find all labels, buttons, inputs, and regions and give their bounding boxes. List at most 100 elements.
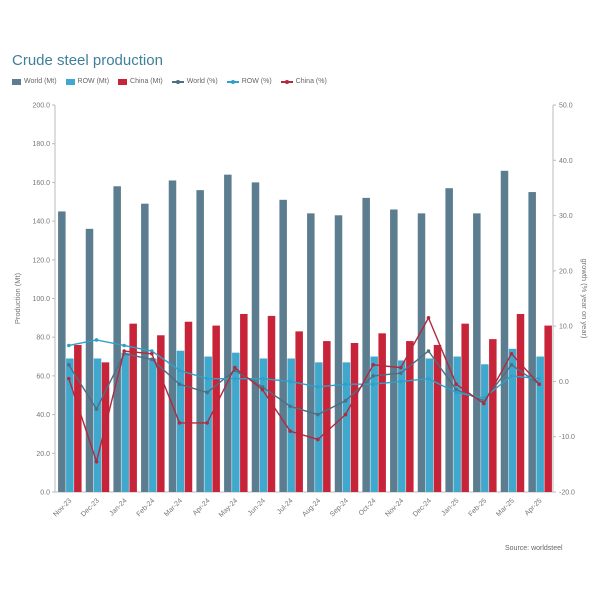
- point-china: [343, 412, 348, 417]
- point-world: [454, 387, 458, 392]
- bar-china-mt: [489, 339, 497, 492]
- bar-world-mt: [279, 199, 287, 492]
- point-row: [94, 338, 99, 342]
- source-note: Source: worldsteel: [505, 545, 563, 552]
- point-row: [426, 376, 431, 381]
- x-tick-label: Oct-24: [358, 497, 378, 517]
- bar-world-mt: [417, 213, 426, 493]
- bar-row-mt: [315, 362, 323, 492]
- point-row: [122, 343, 126, 348]
- point-row: [399, 379, 403, 384]
- point-world: [316, 412, 320, 417]
- bar-china-mt: [240, 313, 248, 492]
- bar-china-mt: [406, 341, 414, 492]
- legend-item: World (%): [171, 78, 218, 85]
- legend-label: China (%): [295, 78, 327, 85]
- legend-swatch: [280, 79, 293, 84]
- x-tick-label: Nov-23: [52, 497, 73, 518]
- y-tick-label: 140.0: [32, 219, 50, 226]
- legend-label: ROW (Mt): [77, 78, 110, 85]
- bar-world-mt: [334, 215, 343, 493]
- legend-item: World (Mt): [12, 78, 57, 85]
- legend-label: China (Mt): [130, 78, 163, 85]
- bar-china-mt: [295, 331, 303, 492]
- bar-row-mt: [93, 358, 102, 492]
- legend-item: China (%): [280, 78, 327, 85]
- legend-item: China (Mt): [118, 78, 163, 85]
- bar-china-mt: [323, 341, 331, 492]
- point-world: [67, 363, 71, 367]
- y-tick-label: 20.0: [36, 451, 50, 458]
- point-row: [67, 343, 71, 348]
- x-tick-label: Apr-24: [192, 497, 212, 517]
- point-world: [177, 382, 182, 386]
- legend-label: ROW (%): [241, 78, 272, 85]
- point-row: [288, 379, 292, 384]
- point-row: [343, 382, 348, 386]
- legend-swatch: [12, 78, 21, 85]
- bar-world-mt: [58, 211, 66, 493]
- bar-row-mt: [149, 358, 157, 492]
- bar-row-mt: [121, 352, 129, 492]
- bar-china-mt: [157, 335, 165, 492]
- y2-tick-label: 20.0: [559, 268, 573, 275]
- bar-world-mt: [224, 174, 232, 492]
- point-china: [371, 363, 375, 367]
- point-row: [371, 382, 375, 386]
- x-tick-label: Jun-24: [247, 497, 267, 517]
- bar-row-mt: [453, 356, 461, 492]
- chart-title: Crude steel production: [12, 52, 163, 69]
- bar-china-mt: [212, 325, 220, 492]
- bar-china-mt: [74, 344, 82, 492]
- point-row: [316, 385, 320, 389]
- bar-china-mt: [516, 313, 525, 492]
- bar-world-mt: [445, 188, 453, 492]
- point-china: [509, 351, 514, 356]
- bar-china-mt: [184, 321, 193, 492]
- point-world: [371, 374, 375, 378]
- point-world: [205, 390, 209, 395]
- y-tick-label: 120.0: [32, 257, 50, 264]
- line-world: [68, 350, 540, 416]
- bar-row-mt: [425, 358, 434, 492]
- point-china: [454, 382, 458, 386]
- y-tick-label: 200.0: [32, 103, 50, 110]
- point-china: [399, 365, 403, 370]
- bar-row-mt: [287, 358, 295, 492]
- bar-china-mt: [433, 344, 442, 492]
- bar-row-mt: [536, 356, 544, 492]
- point-row: [260, 376, 265, 381]
- bar-world-mt: [85, 228, 94, 492]
- point-row: [537, 376, 541, 381]
- legend-swatch: [118, 78, 128, 85]
- point-world: [260, 385, 265, 389]
- x-tick-label: Dec-24: [412, 497, 433, 518]
- bar-row-mt: [398, 360, 406, 492]
- point-world: [150, 357, 154, 362]
- bar-world-mt: [528, 192, 536, 492]
- point-china: [260, 387, 265, 392]
- point-row: [150, 349, 154, 353]
- point-row: [509, 374, 514, 378]
- legend-label: World (%): [186, 78, 218, 85]
- bar-row-mt: [342, 362, 351, 492]
- y-tick-label: 40.0: [36, 412, 50, 419]
- y2-tick-label: -20.0: [559, 490, 575, 497]
- legend-item: ROW (Mt): [65, 78, 110, 85]
- legend-label: World (Mt): [24, 78, 57, 85]
- x-tick-label: May-24: [218, 497, 240, 519]
- bar-row-mt: [259, 358, 268, 492]
- x-tick-label: Mar-25: [495, 497, 516, 518]
- bar-row-mt: [370, 356, 378, 492]
- bar-china-mt: [461, 323, 469, 492]
- bar-china-mt: [350, 343, 359, 492]
- x-tick-label: Apr-25: [524, 497, 544, 517]
- x-tick-label: Jan-25: [440, 497, 460, 517]
- bar-row-mt: [66, 358, 74, 492]
- point-row: [233, 376, 237, 381]
- legend-swatch: [226, 79, 239, 84]
- point-world: [399, 371, 403, 375]
- x-tick-label: Jan-24: [108, 497, 128, 517]
- y2-tick-label: 40.0: [559, 158, 573, 165]
